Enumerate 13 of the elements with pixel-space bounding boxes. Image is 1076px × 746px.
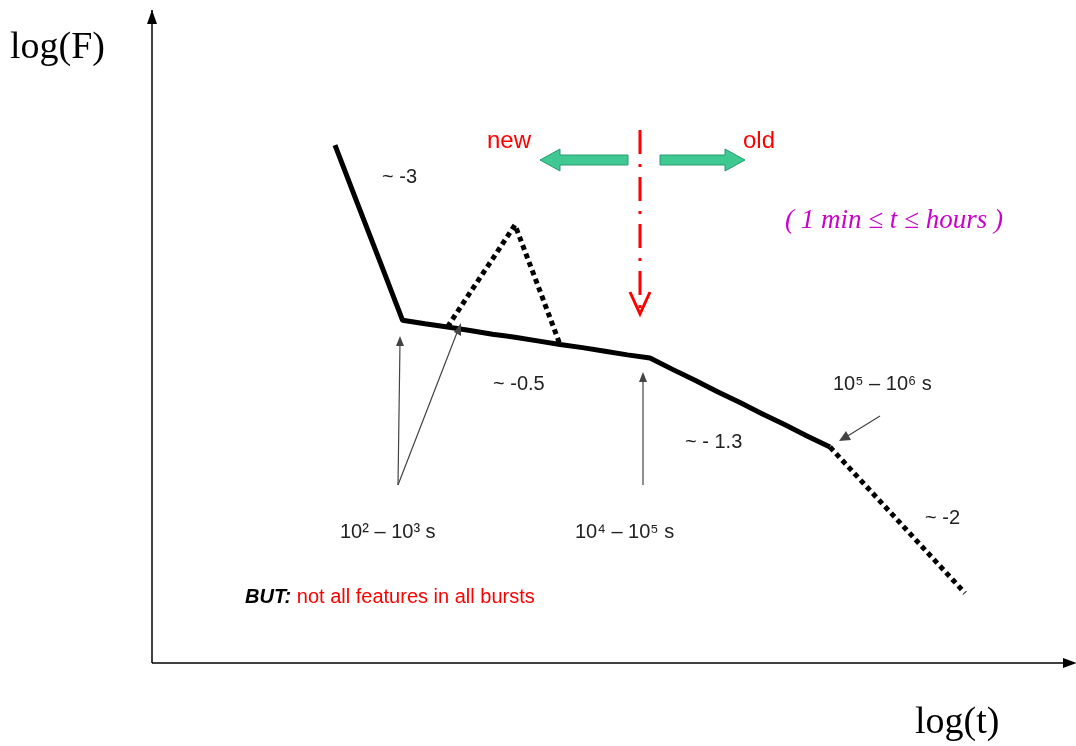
annotation: BUT: not all features in all bursts <box>245 585 535 607</box>
x-axis-title: log(t) <box>915 699 1000 742</box>
annotation: ~ -3 <box>382 165 418 187</box>
annotation: old <box>743 126 776 153</box>
annotation: ~ -0.5 <box>493 372 545 394</box>
annotation: 10⁴ – 10⁵ s <box>575 520 675 542</box>
annotation: ( 1 min ≤ t ≤ hours ) <box>785 204 1003 234</box>
annotation: ~ - 1.3 <box>685 430 743 452</box>
text: log(F) <box>10 24 105 67</box>
annotation: new <box>487 126 532 153</box>
annotation: 10² – 10³ s <box>340 520 436 542</box>
annotation: 10⁵ – 10⁶ s <box>833 372 932 394</box>
annotation: ~ -2 <box>925 506 961 528</box>
